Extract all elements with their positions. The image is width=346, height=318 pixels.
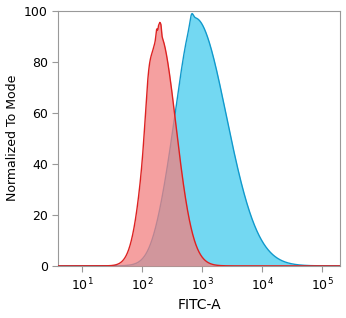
Y-axis label: Normalized To Mode: Normalized To Mode (6, 75, 19, 201)
X-axis label: FITC-A: FITC-A (177, 299, 221, 313)
